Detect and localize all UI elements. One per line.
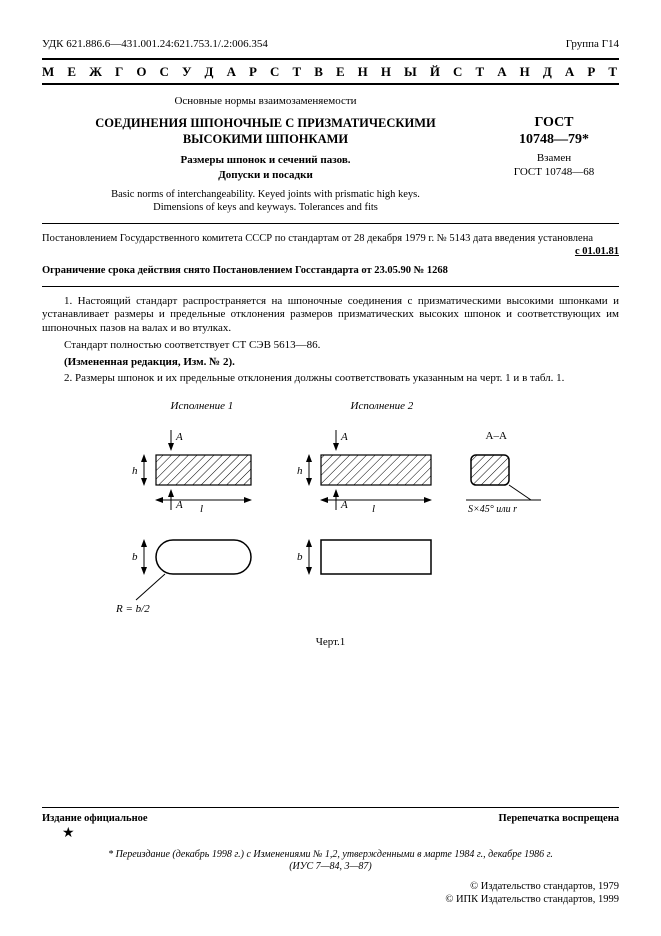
replaces-l2: ГОСТ 10748—68 [514,166,594,178]
figure-label-isp1: Исполнение 1 [171,400,234,414]
footer-row: Издание официальное Перепечатка воспреще… [42,812,619,825]
figure-1: Исполнение 1 Исполнение 2 A–A [116,400,546,630]
fig-isp1-top: b R = b/2 [116,540,251,615]
title-ru-l1: СОЕДИНЕНИЯ ШПОНОЧНЫЕ С ПРИЗМАТИЧЕСКИМИ [95,116,435,130]
figure-label-section: A–A [486,430,507,444]
decree-line1: Постановлением Государственного комитета… [42,233,593,244]
footer: Издание официальное Перепечатка воспреще… [42,803,619,906]
dim-A-1b: A [175,499,183,511]
page: УДК 621.886.6—431.001.24:621.753.1/.2:00… [0,0,661,936]
title-left: Основные нормы взаимозаменяемости СОЕДИН… [42,95,489,215]
title-en-l1: Basic norms of interchangeability. Keyed… [111,189,420,200]
title-ru-l2: ВЫСОКИМИ ШПОНКАМИ [183,132,348,146]
udc-code: УДК 621.886.6—431.001.24:621.753.1/.2:00… [42,38,268,52]
fig-isp2-side: A A h l [297,430,431,515]
copyright-1: © Издательство стандартов, 1979 [470,881,619,892]
footnote-l2: (ИУС 7—84, 3—87) [289,861,372,872]
dim-l-1: l [200,503,203,515]
copyright: © Издательство стандартов, 1979 © ИПК Из… [42,880,619,906]
footer-star: ★ [62,825,619,843]
figure-label-isp2: Исполнение 2 [351,400,414,414]
supertitle: Основные нормы взаимозаменяемости [42,95,489,109]
footnote: * Переиздание (декабрь 1998 г.) с Измене… [42,849,619,874]
top-line: УДК 621.886.6—431.001.24:621.753.1/.2:00… [42,38,619,52]
gost-line1: ГОСТ [489,115,619,132]
para-3: (Измененная редакция, Изм. № 2). [42,356,619,370]
footer-left: Издание официальное [42,812,148,825]
replaces: Взамен ГОСТ 10748—68 [489,151,619,180]
dim-s: S×45° или r [468,504,517,515]
footnote-l1: * Переиздание (декабрь 1998 г.) с Измене… [108,849,553,860]
title-ru: СОЕДИНЕНИЯ ШПОНОЧНЫЕ С ПРИЗМАТИЧЕСКИМИ В… [42,115,489,148]
separator-2 [42,286,619,287]
para-4: 2. Размеры шпонок и их предельные отклон… [42,372,619,386]
fig-section-aa: S×45° или r [466,455,541,515]
dim-R: R = b/2 [116,603,150,615]
footer-rule [42,807,619,808]
subtitle-ru: Размеры шпонок и сечений пазов. Допуски … [42,153,489,182]
dim-A-2: A [340,431,348,443]
fig-isp1-side: A A h l [132,430,251,515]
separator-1 [42,223,619,224]
decree-block: Постановлением Государственного комитета… [42,232,619,277]
dim-b-1: b [132,551,138,563]
replaces-l1: Взамен [537,152,571,164]
dim-l-2: l [372,503,375,515]
decree-line2: Ограничение срока действия снято Постано… [42,264,619,277]
copyright-2: © ИПК Издательство стандартов, 1999 [445,894,619,905]
fig-isp2-top: b [297,540,431,574]
title-block: Основные нормы взаимозаменяемости СОЕДИН… [42,95,619,215]
title-en: Basic norms of interchangeability. Keyed… [42,188,489,215]
para-2: Стандарт полностью соответствует СТ СЭВ … [42,339,619,353]
figure-caption: Черт.1 [42,636,619,650]
banner: М Е Ж Г О С У Д А Р С Т В Е Н Н Ы Й С Т … [42,58,619,85]
para-1: 1. Настоящий стандарт распространяется н… [42,295,619,336]
footer-right: Перепечатка воспрещена [499,812,619,825]
gost-box: ГОСТ 10748—79* Взамен ГОСТ 10748—68 [489,95,619,179]
gost-line2: 10748—79* [489,132,619,149]
dim-A-1: A [175,431,183,443]
decree-date: с 01.01.81 [575,245,619,258]
dim-h-2: h [297,465,303,477]
dim-A-2b: A [340,499,348,511]
subtitle-ru-l2: Допуски и посадки [218,169,313,181]
title-en-l2: Dimensions of keys and keyways. Toleranc… [153,202,378,213]
subtitle-ru-l1: Размеры шпонок и сечений пазов. [180,154,350,166]
figure-svg: A A h l b R = b/2 [116,400,546,630]
dim-b-2: b [297,551,303,563]
group-code: Группа Г14 [566,38,619,52]
dim-h-1: h [132,465,138,477]
